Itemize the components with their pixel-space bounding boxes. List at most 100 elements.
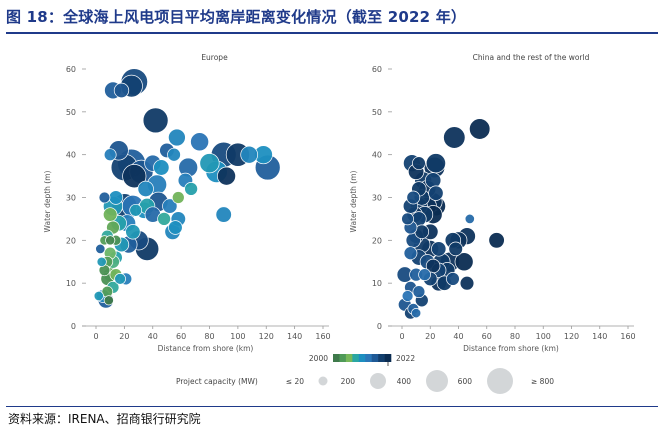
world-bubble bbox=[459, 275, 475, 291]
world-bubble bbox=[401, 290, 414, 302]
year-scale-swatch bbox=[333, 354, 340, 362]
world-bubble bbox=[425, 153, 446, 174]
europe-bubble bbox=[125, 224, 141, 240]
europe-bubble bbox=[240, 145, 259, 164]
europe-bubble bbox=[105, 235, 116, 246]
europe-bubble bbox=[190, 132, 210, 152]
europe-bubble bbox=[157, 212, 171, 226]
europe-x-tick-label: 60 bbox=[176, 332, 186, 341]
europe-bubble bbox=[113, 82, 130, 99]
capacity-circle-le20 bbox=[318, 376, 328, 386]
world-y-tick-label: 60 bbox=[372, 65, 382, 74]
capacity-legend-value: ≤ 20 bbox=[286, 377, 304, 386]
europe-y-tick-label: 50 bbox=[66, 108, 76, 117]
europe-bubble bbox=[103, 295, 114, 306]
europe-y-tick-label: 20 bbox=[66, 236, 76, 245]
europe-bubble bbox=[168, 220, 183, 235]
europe-bubble bbox=[199, 153, 220, 174]
europe-bubble bbox=[215, 206, 232, 223]
capacity-legend-value: 400 bbox=[397, 377, 412, 386]
europe-x-tick-label: 120 bbox=[259, 332, 274, 341]
world-x-tick-label: 0 bbox=[399, 332, 404, 341]
world-bubble bbox=[448, 241, 463, 257]
year-scale-swatch bbox=[339, 354, 347, 362]
europe-x-axis-label: Distance from shore (km) bbox=[158, 344, 254, 353]
capacity-legend-value: 600 bbox=[458, 377, 473, 386]
year-scale-swatch bbox=[358, 354, 366, 362]
europe-bubble bbox=[114, 273, 126, 285]
world-x-tick-label: 80 bbox=[510, 332, 520, 341]
year-scale-swatch bbox=[371, 354, 379, 362]
europe-bubble bbox=[98, 191, 111, 204]
year-scale-swatch bbox=[365, 354, 372, 362]
chart-legend: 2000 2022 Project capacity (MW) ≤ 20 200 400 6… bbox=[176, 354, 554, 394]
year-start-label: 2000 bbox=[309, 354, 328, 363]
europe-bubble bbox=[129, 203, 143, 217]
world-x-tick-label: 60 bbox=[482, 332, 492, 341]
europe-x-tick-label: 140 bbox=[287, 332, 302, 341]
europe-bubble bbox=[184, 182, 198, 196]
world-y-tick-label: 10 bbox=[372, 279, 382, 288]
world-bubble bbox=[411, 308, 422, 319]
europe-bubble bbox=[93, 290, 104, 302]
europe-bubble bbox=[102, 207, 118, 222]
europe-y-tick-label: 30 bbox=[66, 194, 76, 203]
world-y-tick-label: 20 bbox=[372, 236, 382, 245]
europe-bubble bbox=[108, 190, 124, 205]
china-row-panel: 0 10 20 30 40 50 60 0 20 40 60 80 100 120 140 160 China … bbox=[349, 53, 636, 353]
capacity-circle-200 bbox=[370, 373, 386, 389]
year-scale-swatch bbox=[352, 354, 360, 362]
europe-y-tick-label: 40 bbox=[66, 151, 76, 160]
year-end-label: 2022 bbox=[396, 354, 415, 363]
europe-y-axis-label: Water depth (m) bbox=[43, 170, 52, 232]
europe-bubble bbox=[103, 148, 117, 162]
world-bubble bbox=[412, 156, 426, 171]
world-panel-title: China and the rest of the world bbox=[473, 53, 590, 62]
europe-bubble bbox=[162, 198, 178, 214]
world-x-tick-label: 160 bbox=[620, 332, 635, 341]
capacity-legend-value: ≥ 800 bbox=[531, 377, 554, 386]
world-bubble bbox=[401, 212, 414, 226]
europe-y-tick-label: 60 bbox=[66, 65, 76, 74]
europe-panel-title: Europe bbox=[201, 53, 228, 62]
capacity-legend-value: 200 bbox=[341, 377, 356, 386]
europe-x-tick-label: 0 bbox=[93, 332, 98, 341]
world-x-tick-label: 40 bbox=[453, 332, 463, 341]
world-y-tick-label: 40 bbox=[372, 151, 382, 160]
europe-bubble bbox=[171, 191, 185, 204]
world-bubble bbox=[431, 241, 447, 257]
year-scale-swatch bbox=[384, 354, 392, 362]
world-bubble bbox=[469, 118, 491, 140]
europe-x-tick-label: 100 bbox=[230, 332, 245, 341]
world-bubble bbox=[443, 126, 466, 149]
world-y-axis-label: Water depth (m) bbox=[349, 170, 358, 232]
europe-y-tick-label: 0 bbox=[71, 322, 76, 331]
world-bubble bbox=[406, 190, 421, 205]
europe-bubble bbox=[137, 180, 154, 198]
year-scale-swatch bbox=[345, 354, 353, 362]
world-bubble bbox=[428, 185, 444, 201]
world-bubble bbox=[454, 252, 474, 272]
world-x-tick-label: 140 bbox=[592, 332, 607, 341]
world-bubble bbox=[403, 246, 418, 261]
source-rule bbox=[6, 406, 658, 407]
world-bubble bbox=[412, 285, 426, 299]
world-bubble bbox=[488, 232, 505, 249]
world-bubble bbox=[446, 272, 460, 286]
world-bubble bbox=[464, 213, 475, 224]
europe-x-tick-label: 40 bbox=[148, 332, 158, 341]
world-x-tick-label: 20 bbox=[425, 332, 435, 341]
europe-bubble bbox=[167, 147, 181, 162]
world-y-tick-label: 0 bbox=[377, 322, 382, 331]
figure-title: 图 18：全球海上风电项目平均离岸距离变化情况（截至 2022 年） bbox=[6, 8, 467, 26]
europe-x-tick-label: 160 bbox=[315, 332, 330, 341]
europe-panel: 0 10 20 30 40 50 60 0 20 40 60 80 100 120 140 160 Europe… bbox=[43, 53, 331, 353]
world-x-axis-label: Distance from shore (km) bbox=[463, 344, 559, 353]
europe-y-tick-label: 10 bbox=[66, 279, 76, 288]
world-y-tick-label: 50 bbox=[372, 108, 382, 117]
capacity-circle-400 bbox=[426, 370, 448, 392]
europe-bubble bbox=[217, 166, 236, 186]
europe-bubble bbox=[96, 256, 107, 267]
europe-bubble bbox=[142, 107, 169, 134]
